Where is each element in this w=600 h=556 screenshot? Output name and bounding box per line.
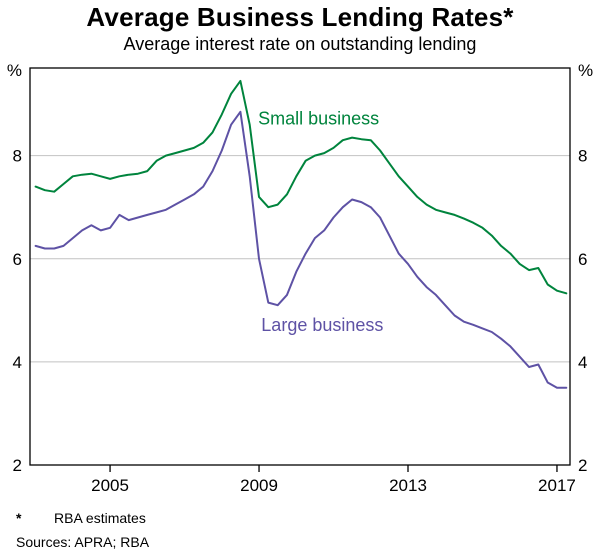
- x-tick-label: 2017: [538, 476, 576, 495]
- y-tick-label-left: 2: [13, 456, 22, 475]
- footnote-marker: *: [16, 510, 22, 526]
- y-tick-label-right: 6: [578, 250, 587, 269]
- y-tick-label-right: 8: [578, 147, 587, 166]
- series-label-large-business: Large business: [261, 315, 383, 335]
- y-tick-label-left: 6: [13, 250, 22, 269]
- series-label-small-business: Small business: [258, 109, 379, 129]
- x-tick-label: 2005: [91, 476, 129, 495]
- plot-frame: [29, 67, 571, 466]
- chart-title: Average Business Lending Rates*: [86, 2, 514, 32]
- y-tick-label-left: 8: [13, 147, 22, 166]
- x-tick-label: 2013: [389, 476, 427, 495]
- y-tick-label-left: 4: [13, 353, 22, 372]
- footnote-text: RBA estimates: [54, 510, 146, 526]
- chart-subtitle: Average interest rate on outstanding len…: [123, 34, 477, 54]
- footnote-estimates: * RBA estimates: [16, 510, 146, 526]
- y-tick-label-right: 4: [578, 353, 587, 372]
- unit-label-left: %: [7, 61, 22, 80]
- series-line-large-business: [34, 110, 568, 389]
- unit-label-right: %: [578, 61, 593, 80]
- footnote-sources: Sources: APRA; RBA: [16, 534, 150, 550]
- series-line-small-business: [34, 79, 568, 295]
- y-tick-label-right: 2: [578, 456, 587, 475]
- x-tick-label: 2009: [240, 476, 278, 495]
